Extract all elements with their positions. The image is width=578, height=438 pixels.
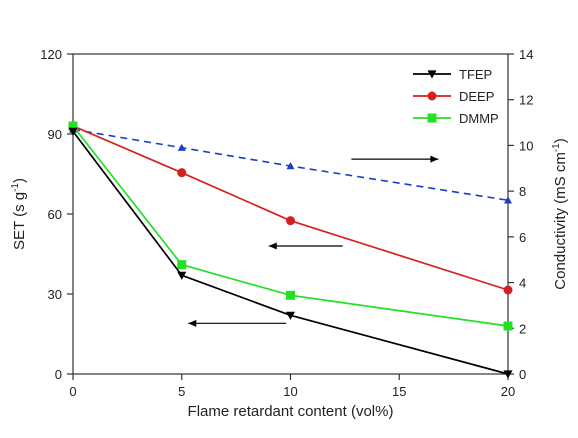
left-y-axis-title: SET (s g-1) — [10, 178, 28, 250]
legend-label-deep: DEEP — [459, 89, 494, 104]
left-y-tick-label: 60 — [48, 207, 62, 222]
dmmp-point — [286, 290, 295, 300]
dmmp-line — [72, 125, 509, 327]
annotation-arrows — [188, 155, 439, 327]
tfep-point — [503, 370, 513, 379]
deep-point — [503, 285, 513, 295]
legend-marker-dmmp — [427, 113, 437, 123]
left-y-tick-label: 120 — [40, 47, 62, 62]
x-tick-label: 20 — [501, 384, 515, 399]
x-tick-label: 10 — [283, 384, 297, 399]
tfep-line — [72, 130, 509, 375]
right-y-tick-label: 2 — [519, 321, 526, 336]
left-y-tick-label: 90 — [48, 127, 62, 142]
tfep-point — [68, 127, 78, 136]
deep-point — [286, 216, 295, 226]
tfep-point — [286, 311, 295, 320]
legend-marker-tfep — [427, 70, 437, 79]
x-tick-label: 0 — [69, 384, 76, 399]
right-y-tick-label: 4 — [519, 276, 526, 291]
arrow-right-axis-head — [430, 155, 439, 163]
legend-label-tfep: TFEP — [459, 67, 492, 82]
dmmp-point — [68, 121, 78, 131]
conductivity-point — [286, 162, 295, 170]
right-y-axis-title: Conductivity (mS cm-1) — [551, 138, 569, 289]
left-y-axis-ticks: 0 30 60 90 120 — [40, 47, 73, 382]
deep-line — [72, 125, 509, 291]
conductivity-point — [177, 143, 186, 151]
deep-point — [177, 168, 187, 178]
plot-frame — [72, 53, 509, 375]
x-tick-label: 15 — [392, 384, 406, 399]
x-axis-ticks: 0 5 10 15 20 — [69, 374, 515, 399]
left-y-tick-label: 30 — [48, 287, 62, 302]
right-y-tick-label: 14 — [519, 47, 533, 62]
legend-marker-deep — [427, 91, 437, 101]
series-layer — [68, 121, 513, 379]
conductivity-line — [72, 128, 509, 202]
dmmp-point — [503, 321, 513, 331]
right-y-tick-label: 10 — [519, 138, 533, 153]
right-y-tick-label: 8 — [519, 184, 526, 199]
x-axis-title: Flame retardant content (vol%) — [188, 403, 394, 420]
x-tick-label: 5 — [178, 384, 185, 399]
legend: TFEP DEEP DMMP — [413, 67, 499, 126]
right-y-tick-label: 0 — [519, 367, 526, 382]
tfep-point — [177, 271, 187, 280]
arrow-left-axis-head — [188, 319, 197, 327]
legend-label-dmmp: DMMP — [459, 111, 499, 126]
conductivity-point — [504, 196, 512, 204]
right-y-tick-label: 6 — [519, 230, 526, 245]
left-y-tick-label: 0 — [55, 367, 62, 382]
arrow-left-axis-head — [268, 242, 277, 250]
dmmp-point — [177, 260, 187, 270]
right-y-axis-ticks: 0 2 4 6 8 10 12 14 — [508, 47, 533, 382]
right-y-tick-label: 12 — [519, 93, 533, 108]
